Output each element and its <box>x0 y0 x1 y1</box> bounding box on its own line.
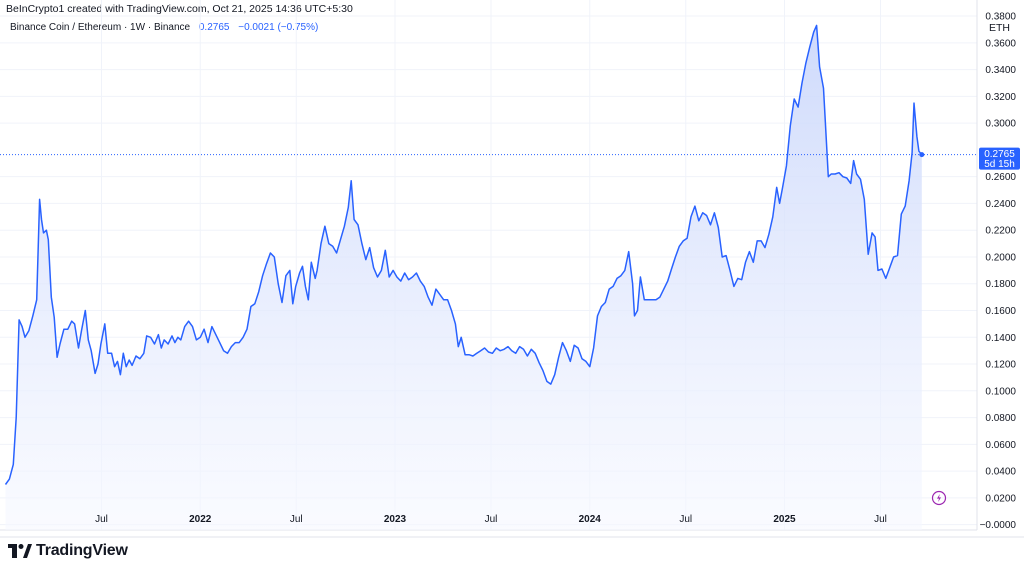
price-label-value: 0.2765 <box>984 149 1015 160</box>
attribution-text: BeInCrypto1 created with TradingView.com… <box>6 3 353 15</box>
last-price-value: 0.2765 <box>198 22 230 33</box>
y-tick-label: 0.2600 <box>985 172 1016 183</box>
x-tick-label: Jul <box>95 514 108 525</box>
y-tick-label: 0.2400 <box>985 199 1016 210</box>
x-tick-label: Jul <box>679 514 692 525</box>
y-tick-label: 0.2000 <box>985 252 1016 263</box>
tradingview-logo-icon <box>8 544 32 558</box>
y-tick-label: 0.3600 <box>985 38 1016 49</box>
y-tick-label: 0.0800 <box>985 413 1016 424</box>
symbol-name[interactable]: Binance Coin / Ethereum · 1W · Binance <box>10 22 191 33</box>
price-change-value: −0.0021 (−0.75%) <box>238 22 319 33</box>
x-tick-label: 2022 <box>189 514 212 525</box>
y-tick-label: −0.0000 <box>980 520 1017 531</box>
y-tick-label: 0.3200 <box>985 92 1016 103</box>
x-tick-label: Jul <box>874 514 887 525</box>
y-tick-label: 0.3000 <box>985 119 1016 130</box>
x-tick-label: Jul <box>290 514 303 525</box>
x-tick-label: 2023 <box>384 514 407 525</box>
x-tick-label: 2024 <box>579 514 602 525</box>
y-tick-label: 0.3400 <box>985 65 1016 76</box>
last-price-marker <box>919 152 925 158</box>
price-scale-currency[interactable]: ETH <box>989 22 1010 34</box>
y-tick-label: 0.2200 <box>985 226 1016 237</box>
x-tick-label: Jul <box>485 514 498 525</box>
y-tick-label: 0.1400 <box>985 333 1016 344</box>
y-tick-label: 0.1800 <box>985 279 1016 290</box>
y-tick-label: 0.1600 <box>985 306 1016 317</box>
y-tick-label: 0.3800 <box>985 12 1016 23</box>
price-label-badge: 0.2765 5d 15h <box>979 147 1020 170</box>
x-tick-label: 2025 <box>773 514 796 525</box>
y-tick-label: 0.0600 <box>985 440 1016 451</box>
flash-icon[interactable] <box>931 490 947 506</box>
symbol-legend[interactable]: Binance Coin / Ethereum · 1W · Binance 0… <box>10 22 318 33</box>
tradingview-logo[interactable]: TradingView <box>8 541 128 561</box>
y-tick-label: 0.1200 <box>985 360 1016 371</box>
series-area <box>5 25 922 531</box>
y-tick-label: 0.0400 <box>985 467 1016 478</box>
time-axis[interactable]: Jul 2022 Jul 2023 Jul 2024 Jul 2025 Jul <box>95 514 887 525</box>
y-tick-label: 0.1000 <box>985 386 1016 397</box>
tradingview-wordmark: TradingView <box>36 542 128 559</box>
series-line <box>4 24 923 485</box>
price-label-countdown: 5d 15h <box>984 159 1015 170</box>
price-axis[interactable]: −0.0000 0.0200 0.0400 0.0600 0.0800 0.1000 0.1… <box>980 12 1017 532</box>
y-tick-label: 0.0200 <box>985 493 1016 504</box>
